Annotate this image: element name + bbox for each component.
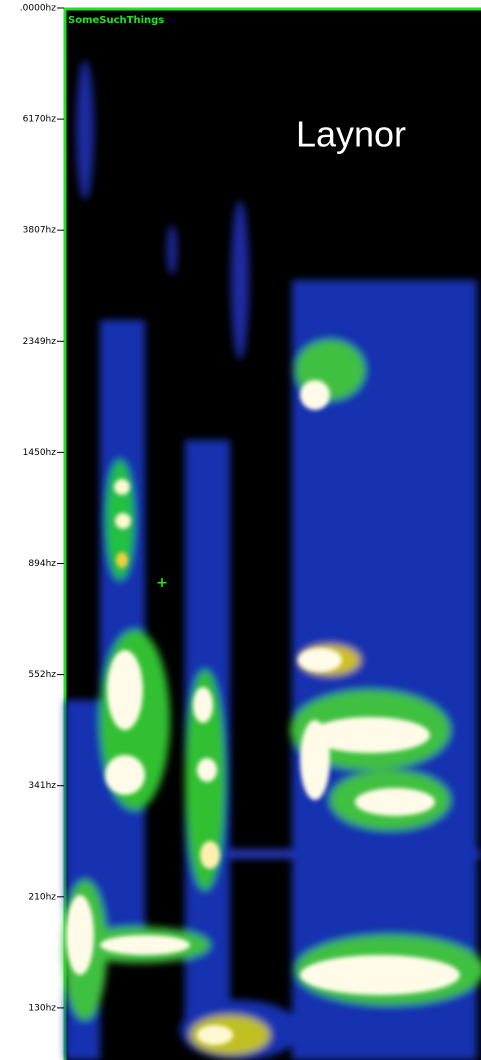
axis-label: 3807hz — [23, 226, 57, 236]
axis-label: 2349hz — [23, 337, 57, 347]
panel-title: SomeSuchThings — [68, 15, 164, 26]
overlay-label: Laynor — [296, 114, 406, 155]
axis-label: .0000hz — [20, 4, 56, 14]
axis-label: 1450hz — [23, 448, 57, 458]
axis-label: 341hz — [28, 781, 56, 791]
axis-label: 210hz — [28, 892, 56, 902]
cursor: + — [156, 575, 168, 591]
axis-label: 552hz — [28, 670, 56, 680]
axis-label: 130hz — [28, 1003, 56, 1013]
axis-label: 894hz — [28, 559, 56, 569]
page: SomeSuchThings Laynor + .0000hz 6170hz 380… — [0, 0, 481, 1060]
axis-label: 6170hz — [23, 115, 57, 125]
spectrogram-window: SomeSuchThings Laynor + .0000hz 6170hz 380… — [0, 0, 481, 1060]
